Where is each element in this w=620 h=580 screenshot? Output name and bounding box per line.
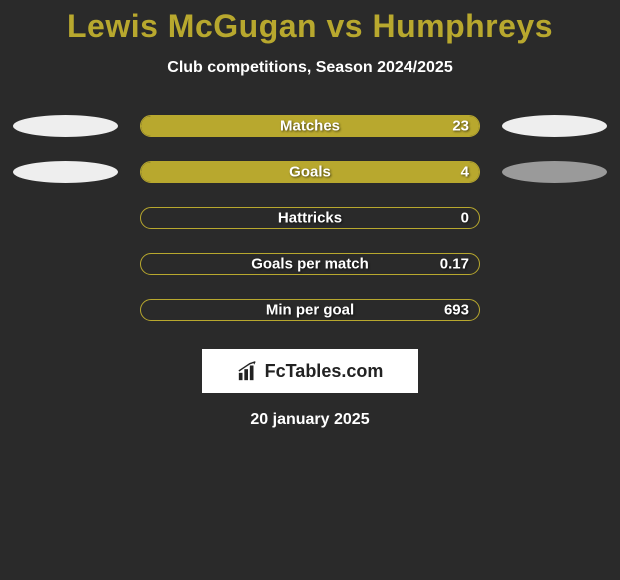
- stat-bar: Matches 23: [140, 115, 480, 137]
- stat-value: 693: [444, 302, 469, 319]
- stat-bar: Goals per match 0.17: [140, 253, 480, 275]
- stat-label: Goals: [289, 164, 331, 181]
- stat-row: Goals 4: [0, 161, 620, 183]
- stat-row: Goals per match 0.17: [0, 253, 620, 275]
- stat-label: Goals per match: [251, 256, 369, 273]
- stat-label: Matches: [280, 118, 340, 135]
- stat-row: Min per goal 693: [0, 299, 620, 321]
- player-right-pill: [502, 115, 607, 137]
- player-left-pill: [13, 161, 118, 183]
- stat-value: 0.17: [440, 256, 469, 273]
- stats-list: Matches 23 Goals 4 Hattricks 0 Goals per match…: [0, 115, 620, 321]
- stat-value: 4: [461, 164, 469, 181]
- stat-label: Hattricks: [278, 210, 342, 227]
- stat-value: 0: [461, 210, 469, 227]
- stat-bar: Goals 4: [140, 161, 480, 183]
- bars-icon: [237, 360, 259, 382]
- stat-bar: Hattricks 0: [140, 207, 480, 229]
- stat-value: 23: [452, 118, 469, 135]
- subtitle: Club competitions, Season 2024/2025: [0, 59, 620, 77]
- player-left-pill: [13, 115, 118, 137]
- stat-bar: Min per goal 693: [140, 299, 480, 321]
- logo-box[interactable]: FcTables.com: [202, 349, 418, 393]
- page-title: Lewis McGugan vs Humphreys: [0, 8, 620, 45]
- logo-text: FcTables.com: [265, 361, 384, 382]
- player-right-pill: [502, 161, 607, 183]
- stat-row: Matches 23: [0, 115, 620, 137]
- date-text: 20 january 2025: [0, 411, 620, 429]
- stat-label: Min per goal: [266, 302, 354, 319]
- stat-row: Hattricks 0: [0, 207, 620, 229]
- comparison-widget: Lewis McGugan vs Humphreys Club competit…: [0, 0, 620, 429]
